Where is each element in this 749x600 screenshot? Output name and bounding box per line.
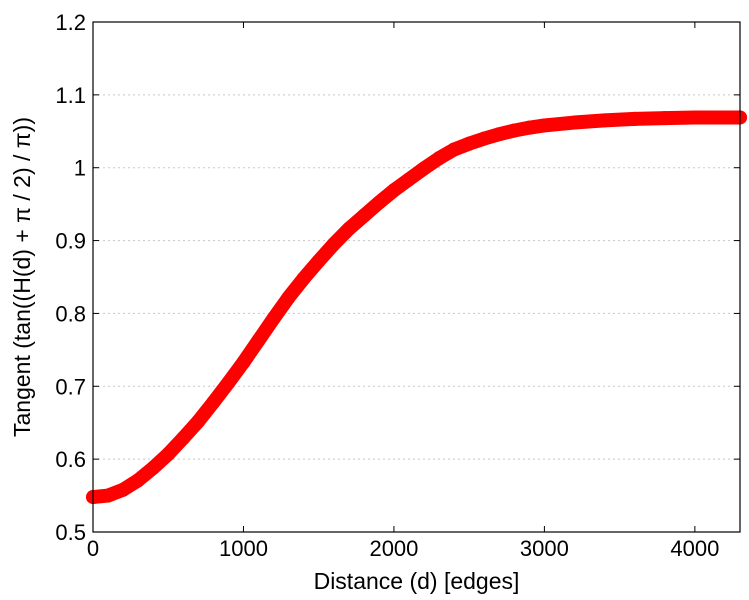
data-point (462, 136, 477, 151)
data-point (146, 460, 161, 475)
y-axis-label: Tangent (tan((H(d) + π / 2) / π)) (9, 117, 35, 437)
data-point (356, 208, 371, 223)
data-point (116, 482, 131, 497)
y-tick-label: 0.8 (55, 301, 86, 326)
y-tick-label: 1 (74, 156, 86, 181)
data-point (341, 221, 356, 236)
data-layer (86, 110, 747, 505)
data-point (522, 120, 537, 135)
data-point (477, 131, 492, 146)
data-point (131, 473, 146, 488)
data-point (627, 111, 642, 126)
data-point (432, 151, 447, 166)
x-tick-labels: 0 1000 2000 3000 4000 (87, 536, 719, 561)
data-point (567, 115, 582, 130)
y-tick-label: 1.1 (55, 83, 86, 108)
y-tick-label: 0.5 (55, 520, 86, 545)
data-point (161, 447, 176, 462)
y-tick-labels: 0.5 0.6 0.7 0.8 0.9 1 1.1 1.2 (55, 10, 86, 545)
data-point (492, 127, 507, 142)
x-tick-label: 3000 (520, 536, 569, 561)
y-tick-label: 1.2 (55, 10, 86, 35)
data-point (296, 271, 311, 286)
data-point (401, 172, 416, 187)
data-point (206, 395, 221, 410)
data-point (417, 161, 432, 176)
data-point (251, 333, 266, 348)
x-tick-label: 2000 (369, 536, 418, 561)
tick-layer (92, 21, 740, 533)
data-point (191, 414, 206, 429)
data-point (266, 311, 281, 326)
data-point (326, 237, 341, 252)
data-point (101, 488, 116, 503)
x-tick-label: 0 (87, 536, 99, 561)
y-tick-label: 0.7 (55, 374, 86, 399)
x-tick-label: 4000 (670, 536, 719, 561)
data-point (386, 183, 401, 198)
data-point (717, 110, 732, 125)
data-point (657, 111, 672, 126)
data-point (537, 118, 552, 133)
plot-frame (92, 21, 741, 533)
y-tick-label: 0.9 (55, 229, 86, 254)
x-axis-label: Distance (d) [edges] (314, 568, 520, 594)
data-point (597, 113, 612, 128)
y-tick-label: 0.6 (55, 447, 86, 472)
data-point (281, 290, 296, 305)
data-point (311, 253, 326, 268)
data-point (507, 123, 522, 138)
data-point (221, 375, 236, 390)
data-point (447, 142, 462, 157)
data-point (371, 195, 386, 210)
data-point (687, 110, 702, 125)
x-tick-label: 1000 (219, 536, 268, 561)
data-point (236, 355, 251, 370)
data-point (176, 431, 191, 446)
